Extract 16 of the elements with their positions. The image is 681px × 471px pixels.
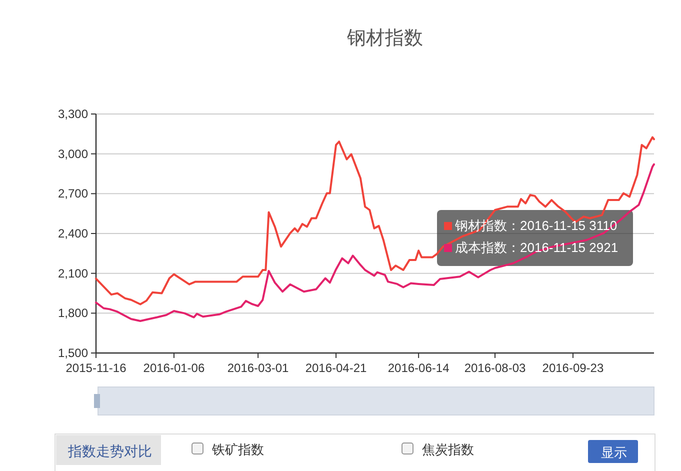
y-tick-label: 2,400 [58,226,88,240]
y-tick-label: 1,800 [58,306,88,320]
x-tick-label: 2016-08-03 [464,361,526,375]
x-tick-label: 2015-11-16 [66,361,127,375]
chart-title: 钢材指数 [346,28,423,49]
x-tick-label: 2016-06-14 [388,361,450,375]
x-tick-label: 2016-03-01 [227,361,290,375]
y-tick-label: 1,500 [58,346,88,360]
x-tick-label: 2016-09-23 [542,361,604,375]
y-tick-label: 2,700 [58,186,88,201]
y-tick-label: 3,300 [58,107,88,121]
y-tick-label: 2,100 [58,266,88,280]
x-tick-label: 2016-01-06 [143,361,205,375]
x-tick-label: 2016-04-21 [305,361,368,375]
y-tick-label: 3,000 [58,146,88,161]
control-panel: 指数走势对比 铁矿指数 焦炭指数 显示 [54,434,656,471]
